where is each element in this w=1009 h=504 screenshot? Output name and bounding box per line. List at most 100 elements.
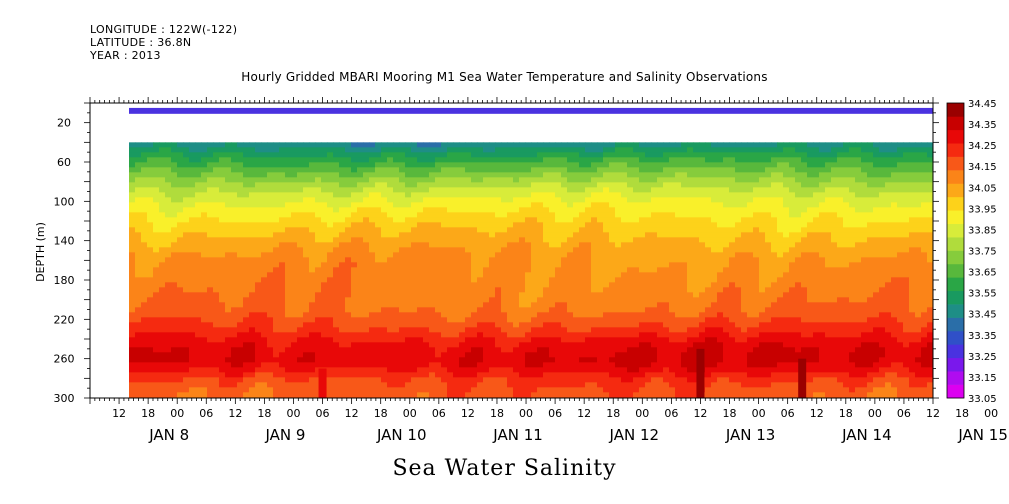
salinity-cell bbox=[285, 322, 292, 328]
salinity-cell bbox=[267, 387, 274, 393]
salinity-cell bbox=[543, 282, 550, 288]
salinity-cell bbox=[207, 142, 214, 148]
salinity-cell bbox=[645, 292, 652, 298]
salinity-cell bbox=[531, 392, 538, 398]
salinity-cell bbox=[225, 392, 232, 398]
salinity-cell bbox=[243, 367, 250, 373]
salinity-cell bbox=[549, 317, 556, 323]
salinity-cell bbox=[489, 327, 496, 333]
salinity-cell bbox=[525, 367, 532, 373]
salinity-cell bbox=[309, 372, 316, 378]
salinity-cell bbox=[441, 332, 448, 338]
salinity-cell bbox=[255, 322, 262, 328]
salinity-cell bbox=[231, 302, 238, 308]
salinity-cell bbox=[549, 287, 556, 293]
salinity-cell bbox=[237, 222, 244, 228]
salinity-cell bbox=[609, 212, 616, 218]
salinity-cell bbox=[441, 207, 448, 213]
salinity-cell bbox=[297, 282, 304, 288]
salinity-cell bbox=[327, 387, 334, 393]
salinity-cell bbox=[141, 177, 148, 183]
salinity-cell bbox=[591, 167, 598, 173]
salinity-cell bbox=[543, 247, 550, 253]
salinity-cell bbox=[555, 157, 562, 163]
salinity-cell bbox=[669, 242, 676, 248]
salinity-cell bbox=[159, 307, 166, 313]
salinity-cell bbox=[645, 272, 652, 278]
salinity-cell bbox=[669, 392, 676, 398]
salinity-cell bbox=[357, 297, 364, 303]
salinity-cell bbox=[183, 267, 190, 273]
salinity-cell bbox=[585, 252, 592, 258]
salinity-cell bbox=[195, 182, 202, 188]
salinity-cell bbox=[699, 232, 706, 238]
salinity-cell bbox=[357, 242, 364, 248]
salinity-cell bbox=[477, 342, 484, 348]
salinity-cell bbox=[381, 337, 388, 343]
salinity-cell bbox=[345, 347, 352, 353]
salinity-cell bbox=[423, 342, 430, 348]
salinity-cell bbox=[237, 192, 244, 198]
salinity-cell bbox=[387, 357, 394, 363]
salinity-cell bbox=[603, 297, 610, 303]
salinity-cell bbox=[375, 367, 382, 373]
salinity-cell bbox=[213, 187, 220, 193]
salinity-cell bbox=[603, 237, 610, 243]
salinity-cell bbox=[195, 367, 202, 373]
salinity-cell bbox=[645, 267, 652, 273]
salinity-cell bbox=[189, 382, 196, 388]
salinity-cell bbox=[183, 327, 190, 333]
salinity-cell bbox=[369, 377, 376, 383]
salinity-cell bbox=[297, 322, 304, 328]
salinity-cell bbox=[471, 322, 478, 328]
salinity-cell bbox=[615, 307, 622, 313]
salinity-cell bbox=[135, 242, 142, 248]
salinity-cell bbox=[597, 167, 604, 173]
salinity-cell bbox=[531, 187, 538, 193]
salinity-cell bbox=[549, 342, 556, 348]
salinity-cell bbox=[363, 332, 370, 338]
salinity-cell bbox=[201, 197, 208, 203]
salinity-cell bbox=[177, 292, 184, 298]
salinity-cell bbox=[519, 322, 526, 328]
salinity-cell bbox=[177, 287, 184, 293]
salinity-cell bbox=[477, 382, 484, 388]
salinity-cell bbox=[357, 292, 364, 298]
salinity-cell bbox=[423, 172, 430, 178]
salinity-cell bbox=[237, 372, 244, 378]
salinity-cell bbox=[273, 147, 280, 153]
salinity-cell bbox=[411, 277, 418, 283]
salinity-cell bbox=[303, 352, 310, 358]
salinity-cell bbox=[279, 212, 286, 218]
salinity-cell bbox=[537, 307, 544, 313]
salinity-cell bbox=[369, 237, 376, 243]
salinity-cell bbox=[345, 387, 352, 393]
salinity-cell bbox=[219, 392, 226, 398]
salinity-cell bbox=[261, 287, 268, 293]
salinity-cell bbox=[555, 152, 562, 158]
salinity-cell bbox=[267, 282, 274, 288]
salinity-cell bbox=[315, 142, 322, 148]
salinity-cell bbox=[429, 377, 436, 383]
salinity-cell bbox=[663, 232, 670, 238]
salinity-cell bbox=[393, 337, 400, 343]
salinity-cell bbox=[147, 242, 154, 248]
salinity-cell bbox=[255, 202, 262, 208]
salinity-cell bbox=[591, 287, 598, 293]
salinity-cell bbox=[471, 307, 478, 313]
salinity-cell bbox=[417, 237, 424, 243]
salinity-cell bbox=[519, 142, 526, 148]
salinity-cell bbox=[681, 317, 688, 323]
salinity-cell bbox=[189, 197, 196, 203]
salinity-cell bbox=[207, 342, 214, 348]
salinity-cell bbox=[381, 182, 388, 188]
salinity-cell bbox=[657, 357, 664, 363]
salinity-cell bbox=[615, 217, 622, 223]
salinity-cell bbox=[165, 272, 172, 278]
salinity-cell bbox=[243, 282, 250, 288]
salinity-cell bbox=[189, 152, 196, 158]
salinity-cell bbox=[309, 392, 316, 398]
salinity-cell bbox=[591, 147, 598, 153]
salinity-cell bbox=[135, 392, 142, 398]
salinity-cell bbox=[627, 147, 634, 153]
